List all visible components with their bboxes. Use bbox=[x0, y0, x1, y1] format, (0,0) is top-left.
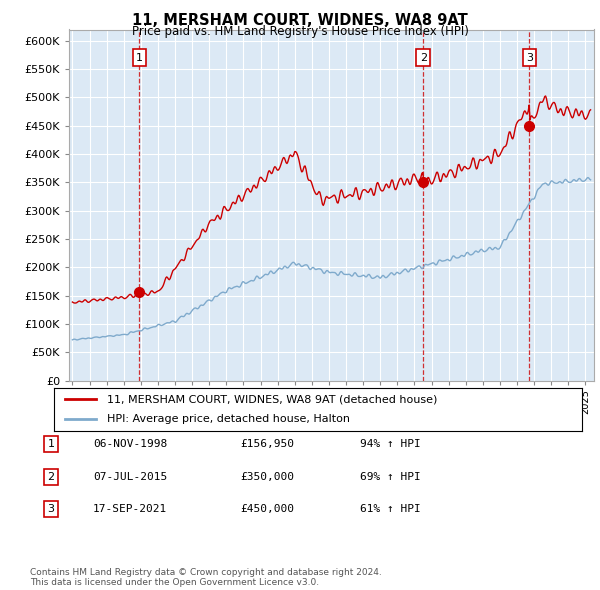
Text: £156,950: £156,950 bbox=[240, 440, 294, 449]
Text: 07-JUL-2015: 07-JUL-2015 bbox=[93, 472, 167, 481]
Text: 06-NOV-1998: 06-NOV-1998 bbox=[93, 440, 167, 449]
Text: 94% ↑ HPI: 94% ↑ HPI bbox=[360, 440, 421, 449]
Text: 2: 2 bbox=[47, 472, 55, 481]
Text: 11, MERSHAM COURT, WIDNES, WA8 9AT: 11, MERSHAM COURT, WIDNES, WA8 9AT bbox=[132, 13, 468, 28]
Text: £350,000: £350,000 bbox=[240, 472, 294, 481]
Text: £450,000: £450,000 bbox=[240, 504, 294, 514]
Text: HPI: Average price, detached house, Halton: HPI: Average price, detached house, Halt… bbox=[107, 414, 350, 424]
Text: Price paid vs. HM Land Registry's House Price Index (HPI): Price paid vs. HM Land Registry's House … bbox=[131, 25, 469, 38]
Text: 69% ↑ HPI: 69% ↑ HPI bbox=[360, 472, 421, 481]
Text: 61% ↑ HPI: 61% ↑ HPI bbox=[360, 504, 421, 514]
Text: 11, MERSHAM COURT, WIDNES, WA8 9AT (detached house): 11, MERSHAM COURT, WIDNES, WA8 9AT (deta… bbox=[107, 394, 437, 404]
Text: 3: 3 bbox=[526, 53, 533, 63]
Text: 17-SEP-2021: 17-SEP-2021 bbox=[93, 504, 167, 514]
Text: 3: 3 bbox=[47, 504, 55, 514]
Text: Contains HM Land Registry data © Crown copyright and database right 2024.
This d: Contains HM Land Registry data © Crown c… bbox=[30, 568, 382, 587]
Text: 2: 2 bbox=[420, 53, 427, 63]
Text: 1: 1 bbox=[47, 440, 55, 449]
Text: 1: 1 bbox=[136, 53, 143, 63]
